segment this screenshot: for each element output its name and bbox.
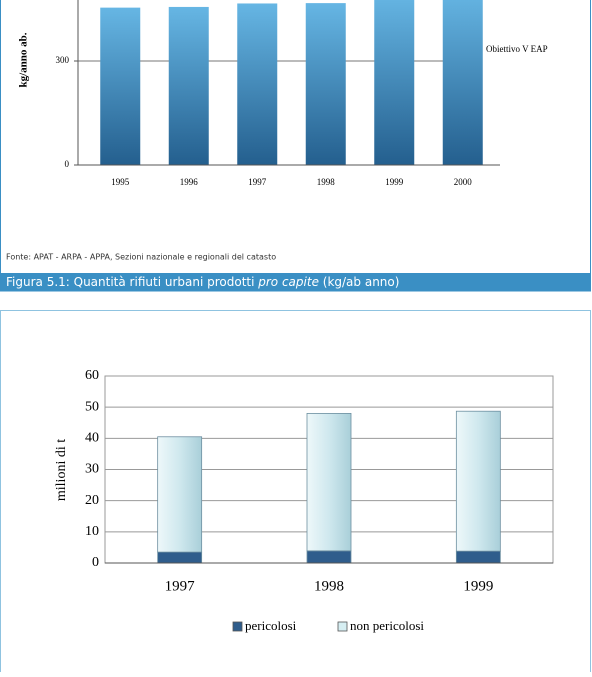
x-tick-label: 1999 [385,177,404,187]
bar [442,0,483,166]
caption-part: Figura 5.1: Quantità rifiuti urbani prod… [6,275,258,289]
reference-label: Obiettivo V EAP [486,44,548,54]
legend-swatch [337,621,348,632]
legend-swatch [232,621,243,632]
bar-segment [455,410,501,552]
bar-segment [306,550,352,564]
bar [374,0,415,166]
y-tick-label: 60 [85,368,99,383]
caption-part: pro capite [257,275,319,289]
chart-1: kg/anno ab. 0 300 Obiettivo V EAP 1995 1996 19… [18,0,548,187]
x-tick-label: 1998 [317,177,336,187]
x-tick-label: 1995 [111,177,130,187]
panel-1 [0,0,591,292]
bar [237,3,278,166]
bar [168,6,209,166]
bar-segment [157,551,203,564]
caption: Figura 5.1: Quantità rifiuti urbani prod… [6,275,399,289]
x-tick-label: 1997 [165,578,196,594]
source: Fonte: APAT - ARPA - APPA, Sezioni nazio… [6,253,276,262]
legend-label: pericolosi [245,618,297,633]
x-tick-label: 1996 [180,177,199,187]
y-tick-label: 20 [85,493,99,508]
x-tick-label: 2000 [454,177,473,187]
y-tick-label: 0 [92,555,99,570]
bar-segment [455,550,501,564]
bar [100,7,141,165]
x-tick-label: 1999 [463,578,493,594]
axis-label: kg/anno ab. [18,32,30,87]
axis-label: milioni di t [54,439,69,501]
y-tick-label: 300 [56,55,70,65]
y-tick-label: 10 [85,524,99,539]
y-tick-label: 0 [65,159,70,169]
bar-segment [306,412,352,552]
caption-part: (kg/ab anno) [319,275,399,289]
y-tick-label: 40 [85,431,99,446]
bar-segment [157,436,203,553]
legend-label: non pericolosi [350,618,424,633]
y-tick-label: 30 [85,462,99,477]
y-tick-label: 50 [85,399,99,414]
bar [305,3,346,165]
caption-band [1,273,590,291]
x-tick-label: 1997 [248,177,267,187]
x-tick-label: 1998 [314,578,344,594]
